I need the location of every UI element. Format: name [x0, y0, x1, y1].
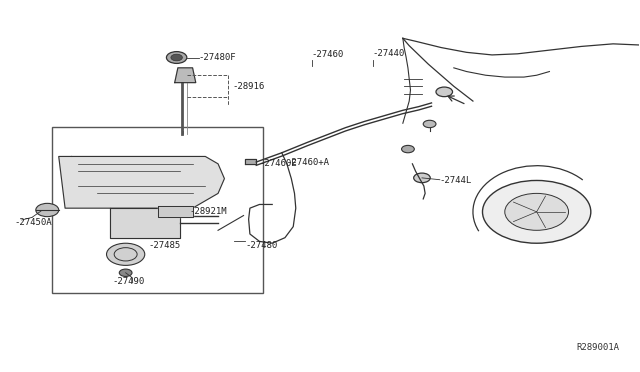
Circle shape — [423, 120, 436, 128]
Circle shape — [505, 193, 568, 230]
Polygon shape — [175, 68, 196, 83]
Polygon shape — [157, 206, 193, 217]
Circle shape — [119, 269, 132, 276]
Circle shape — [483, 180, 591, 243]
Text: -27480F: -27480F — [199, 53, 237, 62]
Text: -27460: -27460 — [312, 51, 344, 60]
Bar — [52, 127, 262, 293]
Text: -27490: -27490 — [113, 278, 145, 286]
Text: -27460E: -27460E — [259, 159, 297, 169]
Text: -27450A: -27450A — [14, 218, 52, 227]
Text: -27460+A: -27460+A — [286, 157, 329, 167]
Text: R289001A: R289001A — [577, 343, 620, 352]
Polygon shape — [109, 208, 180, 238]
Circle shape — [36, 203, 59, 217]
Polygon shape — [59, 157, 225, 208]
Text: -27485: -27485 — [148, 241, 180, 250]
Text: -27440: -27440 — [373, 49, 405, 58]
Circle shape — [171, 54, 182, 61]
Text: -28916: -28916 — [232, 82, 264, 91]
Circle shape — [436, 87, 452, 97]
Text: -28921M: -28921M — [189, 206, 227, 216]
Circle shape — [413, 173, 430, 183]
Text: -27480: -27480 — [246, 241, 278, 250]
Circle shape — [166, 52, 187, 63]
Circle shape — [106, 243, 145, 265]
Polygon shape — [246, 160, 256, 164]
Text: -2744L: -2744L — [440, 176, 472, 185]
Circle shape — [401, 145, 414, 153]
